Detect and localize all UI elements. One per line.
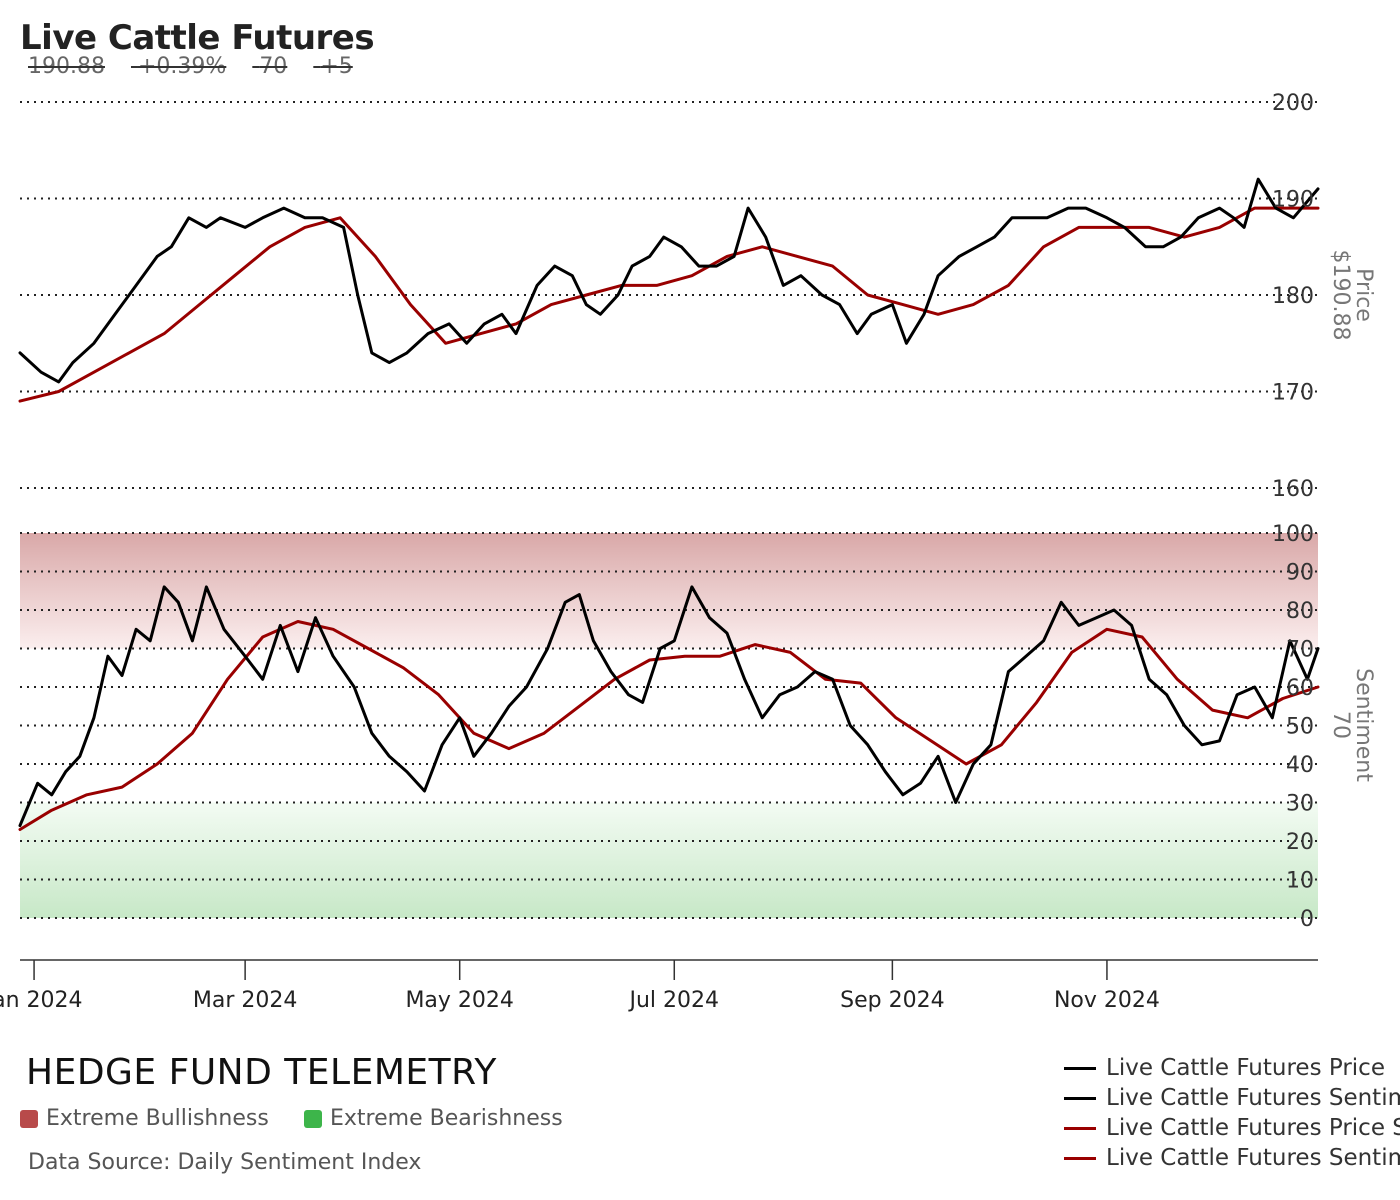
x-tick-label: Sep 2024 bbox=[840, 988, 944, 1013]
stat-sentiment-change: +5 bbox=[320, 54, 353, 79]
series-line-price bbox=[18, 177, 1320, 384]
sentiment-tick-label: 100 bbox=[1272, 522, 1314, 547]
legend-label: Live Cattle Futures Price SMA bbox=[1106, 1115, 1400, 1141]
stat-change: +0.39% bbox=[137, 54, 227, 79]
sentiment-tick-label: 20 bbox=[1286, 830, 1314, 855]
bearish-label: Extreme Bearishness bbox=[330, 1106, 563, 1131]
chart-stats: 190.88 +0.39% 70 +5 bbox=[28, 54, 379, 79]
price-axis-value: $190.88 bbox=[1328, 250, 1353, 341]
x-tick-label: Mar 2024 bbox=[193, 988, 298, 1013]
price-tick-label: 170 bbox=[1272, 381, 1314, 406]
price-tick-label: 190 bbox=[1272, 188, 1314, 213]
series-line-sentiment-sma bbox=[18, 620, 1320, 831]
series-line-sentiment bbox=[18, 585, 1320, 828]
band-extreme-bullishness bbox=[20, 533, 1318, 649]
bearish-swatch bbox=[304, 1109, 322, 1128]
x-tick-label: Jul 2024 bbox=[628, 988, 720, 1013]
sentiment-tick-label: 50 bbox=[1286, 715, 1314, 740]
zone-legend-bearish: Extreme Bearishness bbox=[304, 1106, 563, 1131]
brand-name: HEDGE FUND TELEMETRY bbox=[26, 1052, 497, 1093]
legend-label: Live Cattle Futures Price bbox=[1106, 1055, 1385, 1081]
x-tick-label: Nov 2024 bbox=[1054, 988, 1160, 1013]
legend-item-price-sma: Live Cattle Futures Price SMA bbox=[1064, 1113, 1400, 1143]
zone-legend-bullish: Extreme Bullishness bbox=[20, 1106, 269, 1131]
stat-sentiment: 70 bbox=[259, 54, 288, 79]
bullish-swatch bbox=[20, 1109, 38, 1128]
price-tick-label: 160 bbox=[1272, 477, 1314, 502]
legend-item-price: Live Cattle Futures Price bbox=[1064, 1053, 1400, 1083]
price-tick-label: 180 bbox=[1272, 284, 1314, 309]
sentiment-axis-title: Sentiment bbox=[1351, 668, 1376, 782]
legend-label: Live Cattle Futures Sentiment bbox=[1106, 1085, 1400, 1111]
legend-label: Live Cattle Futures Sentiment SMA bbox=[1106, 1145, 1400, 1171]
legend-line bbox=[1064, 1066, 1096, 1070]
x-tick-label: May 2024 bbox=[405, 988, 513, 1013]
legend-item-sentiment: Live Cattle Futures Sentiment bbox=[1064, 1083, 1400, 1113]
sentiment-tick-label: 90 bbox=[1286, 561, 1314, 586]
chart-canvas: 160 170 180 190 200 0 10 20 30 40 50 60 70 80 90 100 Jan… bbox=[0, 91, 1376, 1013]
band-extreme-bearishness bbox=[20, 802, 1318, 918]
sentiment-tick-label: 0 bbox=[1300, 907, 1314, 932]
sentiment-tick-label: 10 bbox=[1286, 869, 1314, 894]
price-axis-title: Price bbox=[1351, 268, 1376, 322]
sentiment-tick-label: 80 bbox=[1286, 599, 1314, 624]
series-legend: Live Cattle Futures Price Live Cattle Fu… bbox=[1064, 1053, 1400, 1173]
stat-price: 190.88 bbox=[28, 54, 105, 79]
x-tick-label: Jan 2024 bbox=[0, 988, 83, 1013]
sentiment-tick-label: 40 bbox=[1286, 753, 1314, 778]
sentiment-tick-label: 60 bbox=[1286, 676, 1314, 701]
legend-line bbox=[1064, 1126, 1096, 1130]
price-tick-label: 200 bbox=[1272, 91, 1314, 116]
data-source: Data Source: Daily Sentiment Index bbox=[28, 1150, 422, 1175]
sentiment-tick-label: 30 bbox=[1286, 792, 1314, 817]
legend-line bbox=[1064, 1156, 1096, 1160]
sentiment-axis-value: 70 bbox=[1328, 711, 1353, 739]
series-line-price-sma bbox=[18, 206, 1320, 403]
legend-item-sentiment-sma: Live Cattle Futures Sentiment SMA bbox=[1064, 1143, 1400, 1173]
bullish-label: Extreme Bullishness bbox=[46, 1106, 269, 1131]
sentiment-tick-label: 70 bbox=[1286, 638, 1314, 663]
chart-title: Live Cattle Futures bbox=[20, 18, 375, 58]
legend-line bbox=[1064, 1096, 1096, 1100]
